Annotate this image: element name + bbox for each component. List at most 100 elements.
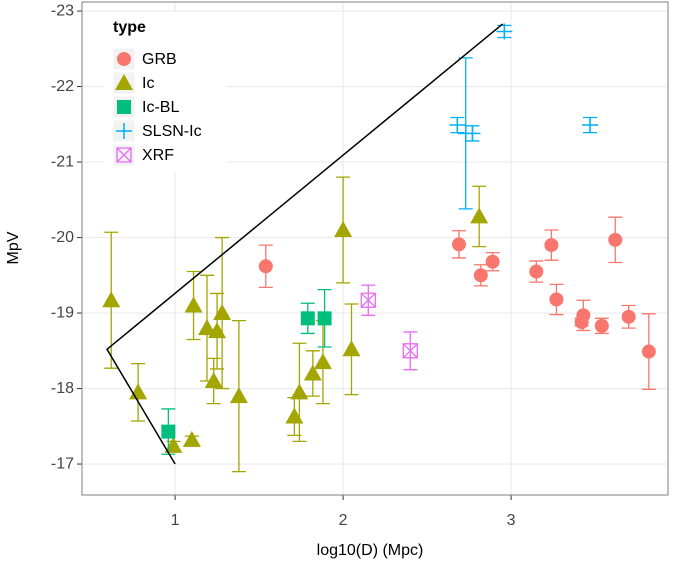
marker [161,424,176,439]
point [204,371,223,388]
marker [182,430,201,447]
point [117,52,131,66]
x-tick-label: 1 [171,512,180,529]
marker [204,371,223,388]
marker [300,311,315,326]
point [213,304,232,321]
point [582,117,599,134]
point [197,319,216,336]
y-tick-label: -17 [51,455,74,472]
point [360,292,376,308]
marker [641,344,656,359]
legend-label: XRF [142,147,174,164]
point [303,364,322,381]
marker [197,319,216,336]
legend-label: Ic-BL [142,99,179,116]
marker [470,207,489,224]
point [576,308,591,323]
plot-border [81,1,669,496]
legend-label: GRB [142,51,177,68]
point [473,268,488,283]
point [529,264,544,279]
marker [334,221,353,238]
marker [116,123,132,139]
y-tick-label: -22 [51,78,74,95]
y-tick-label: -18 [51,380,74,397]
marker [544,238,559,253]
y-axis-title: MpV [5,231,22,264]
point [334,221,353,238]
y-tick-label: -23 [51,2,74,19]
x-axis-title: log10(D) (Mpc) [317,542,424,559]
point [184,296,203,313]
point [452,237,467,252]
point [313,353,332,370]
point [102,291,121,308]
point [117,100,131,114]
marker [116,147,132,163]
marker [582,117,599,134]
marker [449,117,466,134]
point [258,259,273,274]
point [544,238,559,253]
marker [102,291,121,308]
marker [117,100,131,114]
point [621,309,636,324]
x-tick-label: 2 [339,512,348,529]
marker [317,311,332,326]
marker [464,125,481,142]
point [594,318,609,333]
marker [360,292,376,308]
point [449,117,466,134]
marker [184,296,203,313]
point [549,292,564,307]
marker [549,292,564,307]
point [496,23,513,40]
point [290,383,309,400]
marker [576,308,591,323]
point [342,340,361,357]
marker [208,322,227,339]
boundary-line [106,23,504,465]
point [464,125,481,142]
legend-title: type [113,19,146,36]
point [300,311,315,326]
point [116,123,132,139]
marker [258,259,273,274]
marker [342,340,361,357]
marker [496,23,513,40]
marker [117,52,131,66]
marker [229,387,248,404]
marker [290,383,309,400]
point [641,344,656,359]
point [182,430,201,447]
legend-label: SLSN-Ic [142,123,202,140]
marker [529,264,544,279]
point [402,343,418,359]
point [485,254,500,269]
marker [313,353,332,370]
y-tick-label: -20 [51,229,74,246]
point [208,322,227,339]
marker [473,268,488,283]
marker [285,407,304,424]
marker [303,364,322,381]
point [285,407,304,424]
y-tick-label: -21 [51,153,74,170]
point [116,147,132,163]
marker [594,318,609,333]
marker [608,232,623,247]
x-tick-label: 3 [507,512,516,529]
point [229,387,248,404]
marker [402,343,418,359]
marker [485,254,500,269]
marker [213,304,232,321]
marker [115,74,133,90]
marker [452,237,467,252]
legend-label: Ic [142,75,154,92]
marker [621,309,636,324]
point [608,232,623,247]
point [470,207,489,224]
point [115,74,133,90]
